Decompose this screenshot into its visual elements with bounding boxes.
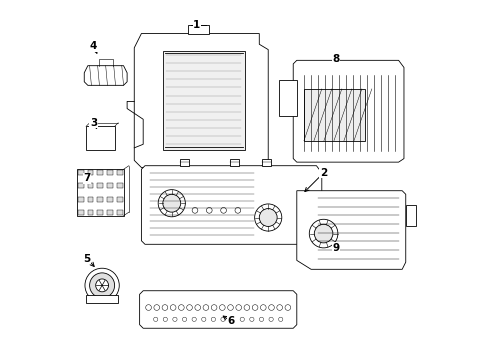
Bar: [98, 170, 103, 175]
Circle shape: [85, 268, 119, 302]
Circle shape: [244, 305, 250, 310]
Bar: [230, 159, 239, 166]
Circle shape: [187, 305, 193, 310]
Circle shape: [202, 317, 206, 321]
Bar: [107, 170, 113, 175]
Bar: [86, 126, 115, 150]
Bar: [78, 184, 83, 188]
Bar: [78, 197, 83, 202]
Bar: [117, 170, 123, 175]
Bar: [78, 210, 83, 215]
Circle shape: [230, 317, 235, 321]
Circle shape: [162, 305, 168, 310]
Text: 5: 5: [83, 253, 91, 264]
Circle shape: [192, 317, 196, 321]
Bar: [117, 210, 123, 215]
Circle shape: [203, 305, 209, 310]
Polygon shape: [140, 291, 297, 328]
Circle shape: [221, 317, 225, 321]
Circle shape: [228, 305, 233, 310]
Text: 6: 6: [227, 316, 234, 326]
Circle shape: [260, 305, 266, 310]
Circle shape: [314, 224, 333, 243]
Circle shape: [206, 207, 212, 213]
Circle shape: [158, 190, 185, 217]
Bar: [117, 197, 123, 202]
Bar: [78, 170, 83, 175]
Circle shape: [153, 317, 158, 321]
Circle shape: [285, 305, 291, 310]
Text: 3: 3: [90, 118, 97, 128]
Circle shape: [220, 305, 225, 310]
Circle shape: [182, 317, 187, 321]
Circle shape: [259, 208, 277, 226]
Circle shape: [211, 305, 217, 310]
Circle shape: [250, 317, 254, 321]
Text: 9: 9: [333, 243, 340, 253]
Circle shape: [259, 317, 264, 321]
Circle shape: [96, 279, 109, 292]
Circle shape: [255, 204, 282, 231]
Bar: [88, 210, 94, 215]
Circle shape: [171, 305, 176, 310]
Polygon shape: [293, 60, 404, 162]
Bar: [86, 296, 118, 303]
Circle shape: [269, 305, 274, 310]
Bar: [77, 169, 123, 216]
Circle shape: [236, 305, 242, 310]
Circle shape: [235, 207, 241, 213]
Circle shape: [146, 305, 151, 310]
Polygon shape: [406, 205, 416, 226]
Circle shape: [192, 207, 198, 213]
Circle shape: [277, 305, 283, 310]
Circle shape: [163, 194, 181, 212]
Text: 1: 1: [193, 19, 200, 30]
Polygon shape: [142, 166, 322, 244]
Bar: [88, 170, 94, 175]
Polygon shape: [163, 51, 245, 150]
Polygon shape: [134, 33, 268, 167]
Circle shape: [211, 317, 216, 321]
Circle shape: [178, 305, 184, 310]
Bar: [98, 197, 103, 202]
Bar: [107, 184, 113, 188]
Text: 8: 8: [333, 54, 340, 64]
Circle shape: [163, 317, 168, 321]
Text: 7: 7: [83, 173, 91, 183]
Circle shape: [220, 207, 226, 213]
Bar: [304, 89, 365, 141]
Bar: [180, 159, 189, 166]
Bar: [262, 159, 270, 166]
Circle shape: [269, 317, 273, 321]
Polygon shape: [279, 80, 297, 116]
Circle shape: [309, 219, 338, 248]
Circle shape: [279, 317, 283, 321]
Bar: [107, 197, 113, 202]
Bar: [88, 197, 94, 202]
Polygon shape: [188, 24, 209, 33]
Bar: [107, 210, 113, 215]
Bar: [98, 184, 103, 188]
Circle shape: [173, 317, 177, 321]
Bar: [98, 210, 103, 215]
Text: 4: 4: [90, 41, 97, 51]
Circle shape: [154, 305, 160, 310]
Text: 2: 2: [320, 168, 327, 178]
Bar: [117, 184, 123, 188]
Circle shape: [240, 317, 245, 321]
Circle shape: [252, 305, 258, 310]
Circle shape: [90, 273, 115, 298]
Polygon shape: [297, 191, 406, 269]
Polygon shape: [84, 66, 127, 85]
Circle shape: [195, 305, 200, 310]
Bar: [88, 184, 94, 188]
